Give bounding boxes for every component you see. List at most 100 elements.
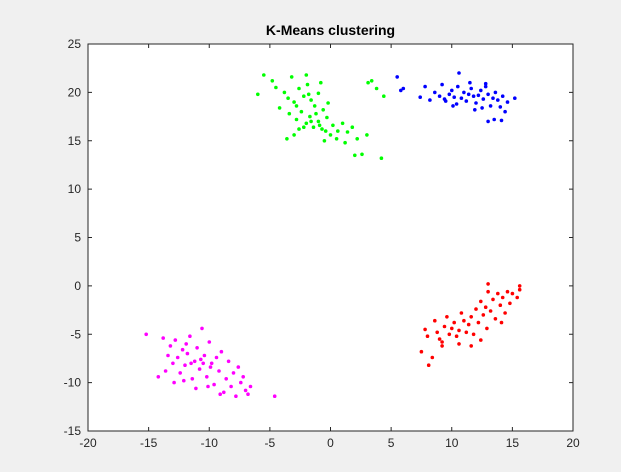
scatter-point xyxy=(171,361,175,366)
x-tick-label: 15 xyxy=(506,436,520,450)
scatter-point xyxy=(433,318,437,323)
scatter-point xyxy=(282,90,287,95)
scatter-point xyxy=(289,75,294,79)
scatter-point xyxy=(202,353,207,358)
scatter-point xyxy=(485,326,489,331)
scatter-point xyxy=(189,361,193,366)
scatter-point xyxy=(498,303,503,308)
scatter-point xyxy=(185,351,190,356)
scatter-point xyxy=(321,108,326,112)
scatter-point xyxy=(180,347,185,352)
scatter-point xyxy=(447,92,452,97)
scatter-point xyxy=(440,344,444,348)
scatter-point xyxy=(471,332,476,337)
scatter-point xyxy=(309,98,313,102)
scatter-point xyxy=(430,355,435,360)
scatter-point xyxy=(481,313,486,317)
scatter-point xyxy=(262,73,266,77)
scatter-point xyxy=(334,137,339,141)
scatter-point xyxy=(459,311,464,315)
scatter-point xyxy=(309,119,313,124)
scatter-point xyxy=(168,344,173,348)
scatter-point xyxy=(513,96,517,100)
scatter-point xyxy=(353,153,357,158)
scatter-point xyxy=(515,295,519,300)
scatter-point xyxy=(312,104,317,108)
scatter-point xyxy=(294,104,299,108)
scatter-point xyxy=(320,127,324,131)
scatter-point xyxy=(360,152,364,157)
scatter-point xyxy=(163,369,168,373)
scatter-point xyxy=(479,338,483,342)
scatter-point xyxy=(510,291,515,296)
scatter-point xyxy=(156,375,161,379)
scatter-point xyxy=(499,320,504,325)
y-tick-label: 0 xyxy=(74,279,81,293)
scatter-point xyxy=(173,338,178,342)
scatter-point xyxy=(454,334,459,339)
scatter-point xyxy=(144,332,148,337)
scatter-point xyxy=(517,284,522,288)
scatter-point xyxy=(493,317,498,321)
scatter-point xyxy=(437,94,442,98)
scatter-point xyxy=(208,365,213,369)
scatter-point xyxy=(473,108,477,112)
scatter-point xyxy=(226,359,231,364)
scatter-point xyxy=(219,349,224,354)
scatter-point xyxy=(166,353,170,358)
scatter-point xyxy=(457,342,461,346)
scatter-point xyxy=(437,337,442,341)
scatter-point xyxy=(483,84,488,89)
y-tick-label: -5 xyxy=(70,327,81,341)
scatter-point xyxy=(178,371,182,375)
scatter-point xyxy=(474,101,478,105)
scatter-point xyxy=(476,93,481,98)
scatter-point xyxy=(241,375,245,379)
scatter-point xyxy=(486,282,490,286)
scatter-point xyxy=(175,355,180,360)
scatter-point xyxy=(224,377,228,381)
scatter-point xyxy=(466,92,471,97)
scatter-point xyxy=(428,98,432,102)
x-tick-label: 0 xyxy=(327,436,334,450)
scatter-point xyxy=(418,95,423,99)
scatter-point xyxy=(209,361,214,366)
scatter-point xyxy=(503,109,507,114)
scatter-point xyxy=(340,121,345,126)
scatter-point xyxy=(483,305,488,310)
scatter-point xyxy=(316,91,321,96)
scatter-point xyxy=(188,334,192,339)
scatter-point xyxy=(425,334,430,339)
scatter-point xyxy=(302,125,306,129)
scatter-point xyxy=(345,130,350,134)
scatter-point xyxy=(214,355,219,360)
scatter-point xyxy=(229,384,233,389)
scatter-point xyxy=(480,106,484,110)
scatter-point xyxy=(466,322,471,327)
scatter-point xyxy=(486,289,490,294)
scatter-point xyxy=(236,365,241,369)
scatter-point xyxy=(212,382,216,387)
scatter-point xyxy=(450,326,454,331)
x-tick-label: 10 xyxy=(445,436,459,450)
scatter-point xyxy=(468,80,472,85)
x-tick-label: 20 xyxy=(566,436,580,450)
scatter-point xyxy=(286,96,290,100)
scatter-point xyxy=(500,94,505,98)
scatter-point xyxy=(500,295,505,300)
scatter-point xyxy=(287,111,292,116)
scatter-point xyxy=(274,85,278,90)
x-tick-label: -5 xyxy=(265,436,276,450)
scatter-point xyxy=(277,106,282,110)
scatter-point xyxy=(248,384,253,389)
scatter-point xyxy=(492,117,497,122)
scatter-point xyxy=(442,324,447,329)
y-tick-label: 25 xyxy=(68,37,82,51)
scatter-point xyxy=(469,86,474,91)
scatter-point xyxy=(464,99,469,103)
scatter-point xyxy=(199,357,203,362)
scatter-point xyxy=(419,349,424,354)
